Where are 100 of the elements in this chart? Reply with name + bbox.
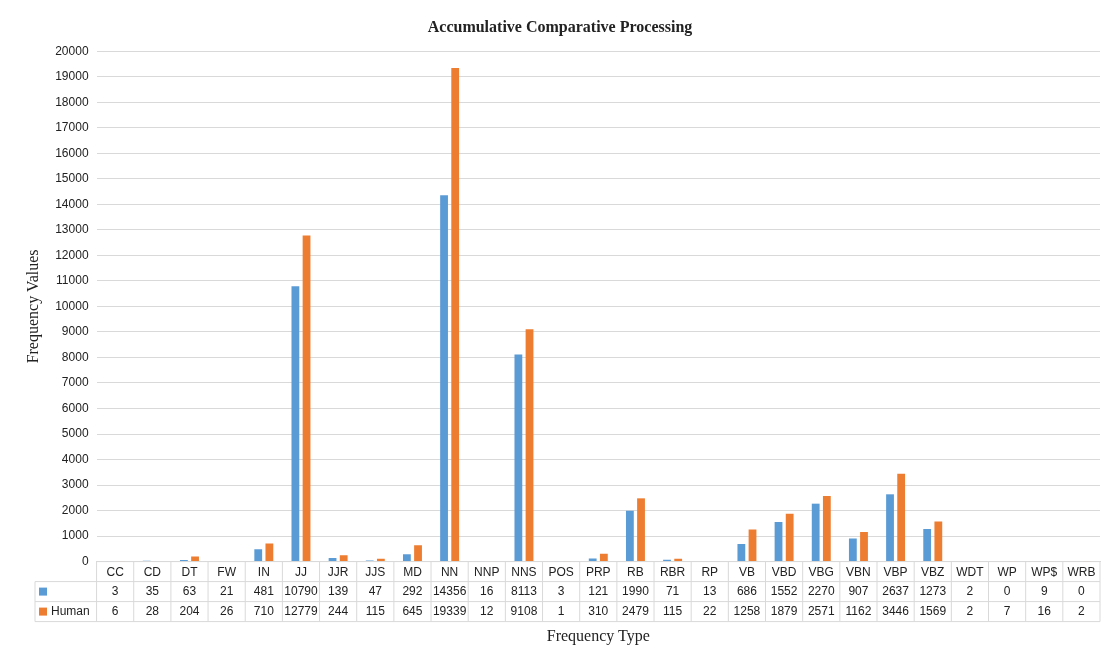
- data-label: 2479: [622, 603, 650, 618]
- bar: [191, 556, 199, 562]
- data-label: 12: [480, 603, 494, 618]
- data-label: 22: [703, 603, 717, 618]
- data-label: 645: [402, 603, 423, 618]
- data-label: 8113: [511, 583, 538, 598]
- data-label: 292: [402, 583, 423, 598]
- x-tick-label: NNS: [511, 565, 537, 580]
- x-tick-label: MD: [403, 565, 423, 580]
- data-label: 2571: [807, 603, 835, 618]
- x-tick-label: VBG: [808, 565, 834, 580]
- x-tick-label: POS: [548, 565, 574, 580]
- data-label: 3446: [882, 603, 910, 618]
- data-label: 26: [219, 603, 234, 618]
- data-label: 1879: [770, 603, 798, 618]
- y-tick-label: 18000: [55, 94, 89, 109]
- bar: [265, 543, 274, 562]
- data-label: 14356: [432, 583, 467, 598]
- data-label: 3: [557, 583, 565, 598]
- legend-label: Human: [51, 603, 90, 618]
- data-label: 28: [145, 603, 160, 618]
- x-tick-label: JJS: [365, 565, 386, 580]
- y-tick-label: 20000: [55, 43, 89, 58]
- bar: [302, 235, 311, 562]
- bar: [525, 329, 534, 562]
- data-label: 3: [111, 583, 119, 598]
- x-tick-label: JJ: [294, 565, 307, 580]
- y-tick-label: 4000: [61, 451, 89, 466]
- x-tick-label: RBR: [659, 565, 686, 580]
- bar: [860, 531, 868, 562]
- bar: [254, 549, 263, 562]
- x-tick-label: WRB: [1067, 565, 1096, 580]
- x-tick-label: CC: [106, 565, 125, 580]
- x-tick-label: WP: [997, 565, 1017, 580]
- y-tick-label: 15000: [55, 171, 89, 186]
- data-label: 13: [703, 583, 717, 598]
- data-label: 1273: [919, 583, 947, 598]
- data-label: 16: [1037, 603, 1052, 618]
- data-label: 9108: [510, 603, 538, 618]
- y-tick-label: 17000: [55, 120, 89, 135]
- x-tick-label: FW: [217, 565, 237, 580]
- x-tick-label: WP$: [1031, 565, 1058, 580]
- data-label: 9: [1040, 583, 1048, 598]
- x-tick-label: RB: [627, 565, 644, 580]
- data-label: 115: [663, 603, 683, 618]
- data-label: 10790: [284, 583, 318, 598]
- data-label: 16: [480, 583, 494, 598]
- data-label: 686: [736, 583, 758, 598]
- y-tick-label: 2000: [61, 502, 89, 517]
- x-tick-label: VBD: [771, 565, 797, 580]
- x-tick-label: VBZ: [921, 565, 945, 580]
- x-tick-label: RP: [701, 565, 719, 580]
- data-label: 7: [1003, 603, 1011, 618]
- data-label: 71: [665, 583, 680, 598]
- data-label: 115: [365, 603, 386, 618]
- bar: [291, 286, 300, 562]
- data-label: 12779: [284, 603, 318, 618]
- bar: [934, 521, 943, 562]
- bar: [451, 68, 460, 562]
- x-tick-label: IN: [257, 565, 270, 580]
- y-tick-label: 19000: [55, 69, 89, 84]
- data-label: 2270: [807, 583, 835, 598]
- x-tick-label: VBP: [883, 565, 908, 580]
- y-tick-label: 5000: [61, 426, 89, 441]
- data-label: 1552: [770, 583, 798, 598]
- bar: [637, 498, 645, 562]
- data-label: 1162: [845, 603, 872, 618]
- data-label: 1990: [622, 583, 650, 598]
- chart-title: Accumulative Comparative Processing: [427, 17, 693, 36]
- bar: [748, 529, 757, 562]
- x-tick-label: PRP: [585, 565, 611, 580]
- x-tick-label: DT: [181, 565, 199, 580]
- bar: [414, 545, 422, 562]
- bar: [514, 354, 523, 562]
- bar: [339, 555, 348, 562]
- data-label: 35: [145, 583, 160, 598]
- data-label: 1569: [919, 603, 947, 618]
- bar: [785, 513, 794, 562]
- data-label: 2: [966, 583, 974, 598]
- x-axis-title: Frequency Type: [546, 626, 650, 645]
- data-label: 1: [557, 603, 565, 618]
- x-tick-label: JJR: [327, 565, 349, 580]
- data-label: 310: [588, 603, 609, 618]
- data-label: 204: [179, 603, 200, 618]
- bar: [737, 544, 746, 562]
- data-label: 481: [253, 583, 275, 598]
- y-tick-label: 0: [81, 553, 89, 568]
- y-tick-label: 6000: [61, 400, 89, 415]
- y-tick-label: 11000: [56, 273, 89, 288]
- x-tick-label: NNP: [474, 565, 500, 580]
- y-tick-label: 9000: [61, 324, 89, 339]
- data-label: 2: [966, 603, 974, 618]
- bar: [774, 521, 783, 562]
- bar: [923, 529, 932, 562]
- y-tick-label: 3000: [61, 477, 89, 492]
- bar: [822, 495, 831, 562]
- y-tick-label: 8000: [61, 349, 89, 364]
- x-tick-label: WDT: [956, 565, 985, 580]
- data-label: 139: [328, 583, 349, 598]
- data-label: 244: [328, 603, 349, 618]
